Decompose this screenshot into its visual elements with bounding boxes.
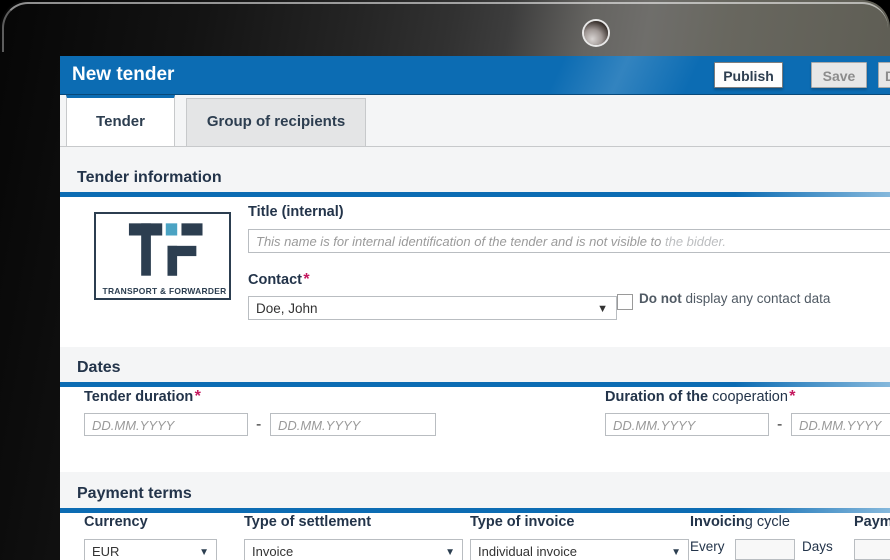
svg-text:TRANSPORT & FORWARDER: TRANSPORT & FORWARDER	[103, 286, 227, 296]
